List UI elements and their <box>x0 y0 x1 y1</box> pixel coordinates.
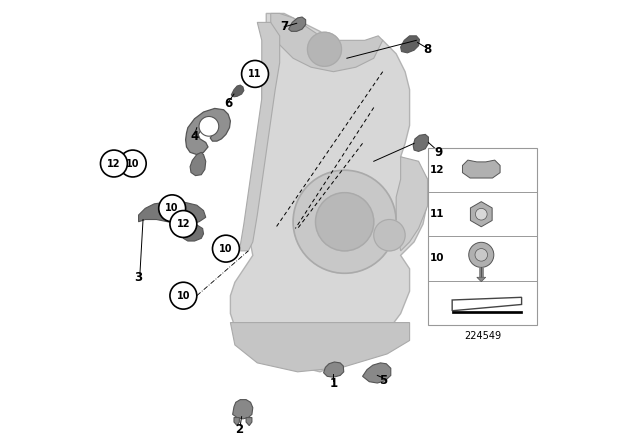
Text: 11: 11 <box>430 209 445 219</box>
Text: 4: 4 <box>191 130 198 143</box>
Polygon shape <box>186 108 230 155</box>
Polygon shape <box>233 400 253 419</box>
Circle shape <box>170 211 197 237</box>
Text: 10: 10 <box>219 244 233 254</box>
Polygon shape <box>271 13 383 72</box>
Text: 2: 2 <box>236 422 243 436</box>
Text: 8: 8 <box>424 43 431 56</box>
Polygon shape <box>452 311 522 314</box>
Polygon shape <box>463 160 500 178</box>
Text: 10: 10 <box>430 254 445 263</box>
Circle shape <box>170 282 197 309</box>
Polygon shape <box>396 157 428 251</box>
Circle shape <box>307 32 342 66</box>
Circle shape <box>476 208 487 220</box>
Polygon shape <box>230 323 410 372</box>
Polygon shape <box>413 134 428 151</box>
Polygon shape <box>239 22 280 251</box>
Polygon shape <box>234 418 239 426</box>
Polygon shape <box>477 277 486 282</box>
Polygon shape <box>231 85 244 97</box>
Text: 5: 5 <box>379 374 387 388</box>
Text: 1: 1 <box>330 376 337 390</box>
Polygon shape <box>246 418 252 426</box>
Circle shape <box>199 116 219 136</box>
Polygon shape <box>362 363 391 383</box>
Circle shape <box>293 170 396 273</box>
Circle shape <box>100 150 127 177</box>
Polygon shape <box>182 224 204 241</box>
Polygon shape <box>452 297 522 311</box>
Text: 224549: 224549 <box>464 331 501 341</box>
Text: 10: 10 <box>165 203 179 213</box>
Circle shape <box>374 220 405 251</box>
Circle shape <box>242 60 269 87</box>
FancyBboxPatch shape <box>428 148 538 325</box>
Polygon shape <box>230 13 428 372</box>
Text: 11: 11 <box>248 69 262 79</box>
Circle shape <box>475 249 488 261</box>
Text: 7: 7 <box>280 20 288 34</box>
Text: 10: 10 <box>177 291 190 301</box>
Text: 12: 12 <box>430 165 445 175</box>
Circle shape <box>316 193 374 251</box>
Polygon shape <box>190 152 206 176</box>
Text: 9: 9 <box>435 146 443 159</box>
Text: 3: 3 <box>134 271 143 284</box>
Text: 12: 12 <box>107 159 121 168</box>
Text: 10: 10 <box>126 159 140 168</box>
Circle shape <box>212 235 239 262</box>
Polygon shape <box>470 202 492 227</box>
Polygon shape <box>139 202 206 224</box>
Circle shape <box>119 150 146 177</box>
Polygon shape <box>289 17 306 31</box>
Text: 6: 6 <box>224 96 232 110</box>
Circle shape <box>159 195 186 222</box>
Polygon shape <box>401 36 419 53</box>
Text: 12: 12 <box>177 219 190 229</box>
Circle shape <box>468 242 494 267</box>
Polygon shape <box>324 362 344 377</box>
